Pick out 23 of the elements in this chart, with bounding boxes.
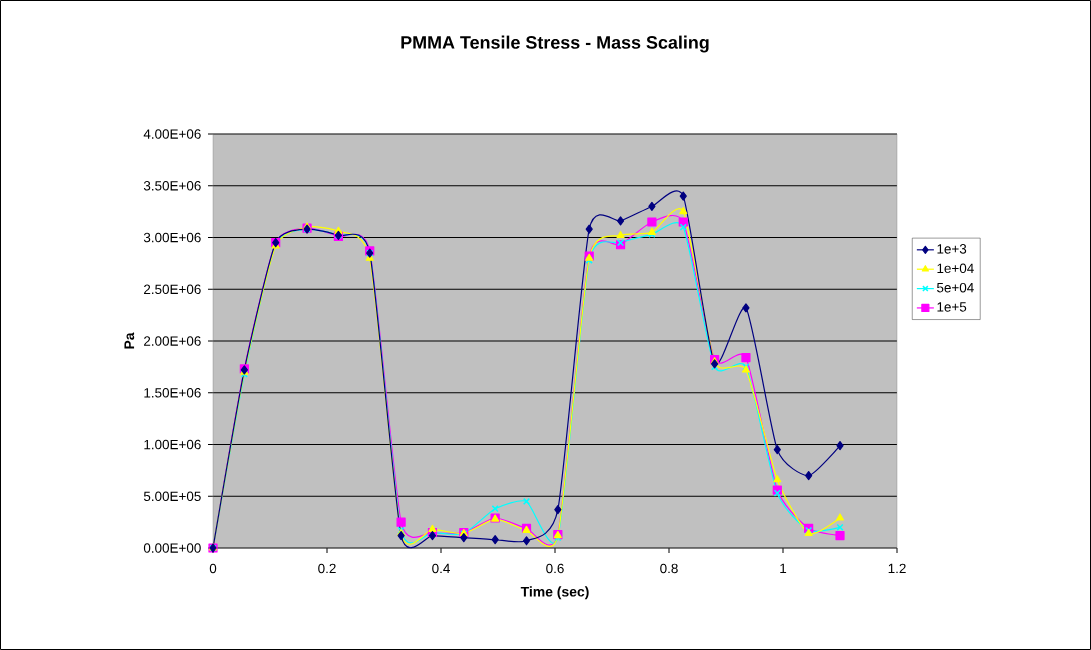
legend-label: 1e+04 bbox=[937, 263, 974, 274]
x-tick-label: 0.4 bbox=[432, 563, 450, 574]
x-tick-label: 1 bbox=[780, 563, 787, 573]
y-tick-label: 2.50E+06 bbox=[144, 284, 201, 295]
legend-label: 1e+5 bbox=[937, 302, 967, 312]
x-tick-label: 1.2 bbox=[888, 563, 906, 574]
x-tick-label: 0 bbox=[209, 563, 217, 574]
y-tick-label: 1.00E+06 bbox=[144, 439, 201, 450]
y-tick-label: 2.00E+06 bbox=[144, 336, 201, 346]
y-tick-label: 3.00E+06 bbox=[143, 232, 201, 243]
legend-label: 1e+3 bbox=[937, 244, 967, 254]
x-tick-label: 0.2 bbox=[318, 563, 336, 574]
y-tick-label: 4.00E+06 bbox=[143, 129, 201, 139]
x-tick-label: 0.8 bbox=[660, 563, 678, 574]
y-tick-label: 3.50E+06 bbox=[143, 180, 201, 191]
y-tick-label: 1.50E+06 bbox=[144, 387, 201, 398]
y-tick-label: 0.00E+00 bbox=[143, 543, 201, 553]
x-axis-title: Time (sec) bbox=[520, 586, 589, 600]
chart-title: PMMA Tensile Stress - Mass Scaling bbox=[401, 35, 709, 53]
y-tick-label: 5.00E+05 bbox=[143, 491, 201, 502]
y-axis-title: Pa bbox=[124, 332, 135, 349]
legend-label: 5e+04 bbox=[936, 282, 974, 293]
x-tick-label: 0.6 bbox=[546, 563, 564, 574]
